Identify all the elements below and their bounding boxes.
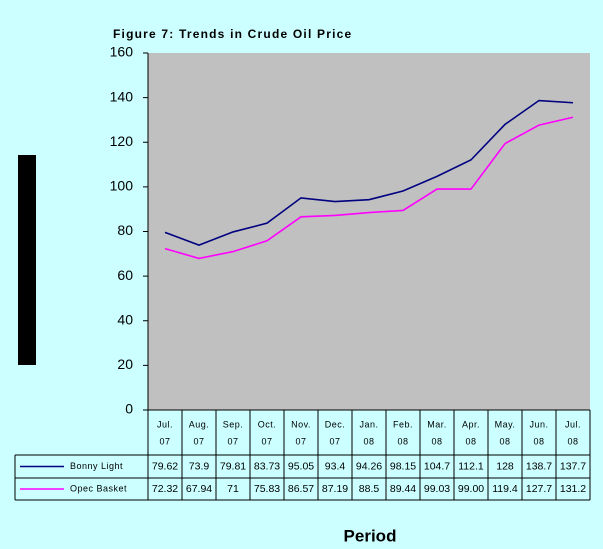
y-tick-label: 0 [125, 401, 133, 417]
y-tick-label: 20 [117, 356, 133, 372]
table-cell: 75.83 [254, 483, 280, 495]
table-cell: 72.32 [152, 483, 178, 495]
x-tick-label: 08 [465, 436, 476, 446]
x-tick-label: Jul. [157, 419, 173, 429]
y-tick-label: 80 [117, 222, 133, 238]
redacted-axis-label [18, 155, 36, 365]
legend-label: Opec Basket [70, 483, 127, 493]
table-cell: 128 [496, 460, 514, 472]
y-tick-label: 160 [110, 44, 134, 60]
table-cell: 67.94 [186, 483, 212, 495]
table-cell: 79.81 [220, 460, 246, 472]
table-cell: 138.7 [526, 460, 552, 472]
x-tick-label: Mar. [427, 419, 447, 429]
chart-title: Figure 7: Trends in Crude Oil Price [113, 27, 352, 41]
x-tick-label: 08 [567, 436, 578, 446]
table-cell: 71 [227, 483, 239, 495]
x-tick-label: 08 [499, 436, 510, 446]
table-cell: 94.26 [356, 460, 382, 472]
table-cell: 127.7 [526, 483, 552, 495]
table-cell: 88.5 [359, 483, 380, 495]
x-tick-label: Jun. [529, 419, 548, 429]
x-tick-label: Aug. [189, 419, 210, 429]
table-cell: 86.57 [288, 483, 314, 495]
x-tick-label: Sep. [223, 419, 244, 429]
x-tick-label: Oct. [258, 419, 277, 429]
table-cell: 87.19 [322, 483, 348, 495]
series-line [164, 99, 574, 246]
table-cell: 89.44 [390, 483, 416, 495]
plot-area [148, 53, 590, 410]
table-cell: 104.7 [424, 460, 450, 472]
table-cell: 83.73 [254, 460, 280, 472]
y-tick-label: 120 [110, 133, 134, 149]
x-tick-label: Feb. [393, 419, 413, 429]
table-cell: 73.9 [189, 460, 210, 472]
y-tick-label: 140 [110, 88, 134, 104]
table-cell: 99.03 [424, 483, 450, 495]
x-tick-label: Nov. [291, 419, 311, 429]
x-tick-label: Apr. [462, 419, 480, 429]
table-cell: 137.7 [560, 460, 586, 472]
x-tick-label: Jan. [359, 419, 378, 429]
x-tick-label: 07 [329, 436, 340, 446]
legend-label: Bonny Light [70, 461, 123, 471]
table-cell: 79.62 [152, 460, 178, 472]
x-tick-label: May. [495, 419, 516, 429]
x-tick-label: 07 [295, 436, 306, 446]
x-tick-label: 08 [363, 436, 374, 446]
x-tick-label: 07 [159, 436, 170, 446]
x-tick-label: Jul. [565, 419, 581, 429]
x-axis-label: Period [344, 526, 397, 545]
y-tick-label: 100 [110, 178, 134, 194]
table-cell: 93.4 [325, 460, 346, 472]
y-tick-label: 60 [117, 267, 133, 283]
x-tick-label: Dec. [325, 419, 346, 429]
x-tick-label: 07 [227, 436, 238, 446]
x-tick-label: 07 [193, 436, 204, 446]
table-cell: 119.4 [492, 483, 518, 495]
table-cell: 131.2 [560, 483, 586, 495]
x-tick-label: 08 [533, 436, 544, 446]
table-cell: 99.00 [458, 483, 484, 495]
x-tick-label: 08 [397, 436, 408, 446]
table-cell: 95.05 [288, 460, 314, 472]
table-cell: 112.1 [458, 460, 484, 472]
x-tick-label: 07 [261, 436, 272, 446]
x-tick-label: 08 [431, 436, 442, 446]
y-tick-label: 40 [117, 311, 133, 327]
table-cell: 98.15 [390, 460, 416, 472]
series-line [164, 116, 574, 260]
